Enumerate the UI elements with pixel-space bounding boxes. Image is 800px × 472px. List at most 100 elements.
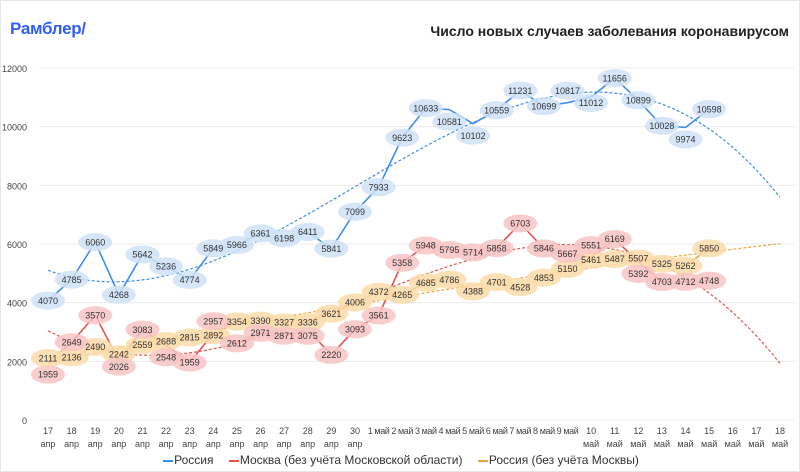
data-label-russia-without-moscow: 5487 <box>605 254 625 264</box>
x-tick-label: 27 апр <box>277 426 292 449</box>
data-label-moscow: 2026 <box>109 362 129 372</box>
data-label-russia-without-moscow: 4853 <box>534 273 554 283</box>
data-label-russia: 5849 <box>203 244 223 254</box>
data-point-moscow <box>337 320 372 339</box>
data-point-russia <box>172 270 207 289</box>
y-tick-label: 8000 <box>7 181 27 191</box>
data-label-russia: 11656 <box>603 73 627 83</box>
data-label-moscow: 5392 <box>628 269 648 279</box>
data-point-russia <box>101 285 136 304</box>
data-label-russia-without-moscow: 3621 <box>321 309 341 319</box>
data-label-russia: 5642 <box>132 250 152 260</box>
data-point-russia-without-moscow <box>337 293 372 312</box>
data-label-moscow: 5795 <box>439 245 459 255</box>
data-point-moscow <box>644 273 679 292</box>
data-label-moscow: 2612 <box>227 339 247 349</box>
data-labels: 4070 4785 6060 4268 5642 5236 4774 5849 5966 6361… <box>38 73 722 379</box>
data-point-russia <box>31 291 65 310</box>
data-point-markers <box>31 69 727 384</box>
x-tick-label: 9 май <box>557 426 579 436</box>
x-tick-label: 23 апр <box>182 426 197 449</box>
data-point-moscow <box>385 253 420 272</box>
legend-label: Россия <box>174 453 214 467</box>
data-point-moscow <box>219 334 254 353</box>
data-label-russia-without-moscow: 4006 <box>345 298 365 308</box>
data-label-moscow: 5858 <box>487 243 507 253</box>
x-tick-label: 2 май <box>391 426 413 436</box>
data-label-russia: 4268 <box>109 290 129 300</box>
data-label-russia-without-moscow: 5325 <box>652 259 672 269</box>
data-point-russia <box>644 116 679 135</box>
data-label-moscow: 2220 <box>321 350 341 360</box>
rambler-logo[interactable]: Рамблер/ <box>10 19 86 38</box>
data-label-russia: 9974 <box>676 135 696 145</box>
data-point-russia-without-moscow <box>668 256 703 275</box>
x-tick-label: 29 апр <box>324 426 339 449</box>
data-label-moscow: 4748 <box>699 276 719 286</box>
x-tick-label: 3 май <box>415 426 437 436</box>
data-label-russia-without-moscow: 3336 <box>298 317 318 327</box>
data-label-russia-without-moscow: 3390 <box>251 316 271 326</box>
data-label-moscow: 2649 <box>62 337 82 347</box>
y-tick-label: 12000 <box>2 64 27 74</box>
data-point-russia <box>314 239 349 258</box>
data-point-russia <box>621 91 656 110</box>
data-point-russia <box>337 202 372 221</box>
x-tick-label: 21 апр <box>135 426 150 449</box>
data-label-moscow: 2871 <box>274 331 294 341</box>
data-label-russia-without-moscow: 4528 <box>510 282 530 292</box>
data-label-moscow: 5714 <box>463 248 483 258</box>
data-label-russia: 10028 <box>649 121 674 131</box>
y-tick-label: 6000 <box>7 240 27 250</box>
data-point-russia <box>597 69 632 88</box>
x-tick-label: 26 апр <box>253 426 268 449</box>
legend-item-moscow: Москва (без учёта Московской области) <box>228 453 463 467</box>
x-tick-label: 11 май <box>607 426 623 449</box>
x-tick-label: 25 апр <box>229 426 244 449</box>
x-tick-label: 30 апр <box>348 426 363 449</box>
data-point-russia-without-moscow <box>267 313 302 332</box>
data-point-moscow <box>314 345 349 364</box>
data-point-moscow <box>101 357 136 376</box>
data-point-russia <box>503 81 538 100</box>
legend-item-russia-without-moscow: Россия (без учёта Москвы) <box>477 453 639 467</box>
data-label-russia: 10559 <box>484 105 509 115</box>
data-label-moscow: 1959 <box>38 370 58 380</box>
data-point-russia-without-moscow <box>54 348 89 367</box>
data-point-moscow <box>54 333 89 352</box>
data-point-russia <box>668 130 703 149</box>
data-label-russia-without-moscow: 5262 <box>676 261 696 271</box>
data-label-moscow: 5667 <box>557 249 577 259</box>
data-label-russia-without-moscow: 5150 <box>557 264 577 274</box>
data-point-russia <box>432 112 467 131</box>
x-tick-label: 28 апр <box>300 426 315 449</box>
y-tick-label: 4000 <box>7 299 27 309</box>
legend-item-russia: Россия <box>163 453 214 467</box>
data-label-russia-without-moscow: 2136 <box>62 353 82 363</box>
data-label-russia: 6361 <box>251 229 271 239</box>
data-label-russia: 10817 <box>555 86 580 96</box>
data-label-russia-without-moscow: 4265 <box>392 290 412 300</box>
data-label-russia-without-moscow: 5461 <box>581 255 601 265</box>
data-label-russia-without-moscow: 4685 <box>416 278 436 288</box>
data-label-russia-without-moscow: 3354 <box>227 317 247 327</box>
data-label-moscow: 2548 <box>156 352 176 362</box>
data-point-russia-without-moscow <box>314 304 349 323</box>
legend-label: Россия (без учёта Москвы) <box>488 453 639 467</box>
y-tick-label: 10000 <box>2 123 27 133</box>
data-point-russia <box>385 128 420 147</box>
data-label-russia: 10102 <box>461 131 486 141</box>
x-tick-label: 24 апр <box>206 426 221 449</box>
data-point-russia-without-moscow <box>503 278 538 297</box>
data-label-russia: 10581 <box>437 117 462 127</box>
data-label-russia: 10699 <box>531 101 556 111</box>
data-label-russia: 7933 <box>369 182 389 192</box>
trendline-russia <box>47 91 781 283</box>
data-point-russia <box>550 81 585 100</box>
data-point-russia <box>361 178 396 197</box>
x-tick-label: 13 май <box>654 426 670 449</box>
data-label-moscow: 3570 <box>85 310 105 320</box>
data-label-russia-without-moscow: 4372 <box>369 287 389 297</box>
data-label-moscow: 3561 <box>369 311 389 321</box>
data-point-moscow <box>31 365 65 384</box>
